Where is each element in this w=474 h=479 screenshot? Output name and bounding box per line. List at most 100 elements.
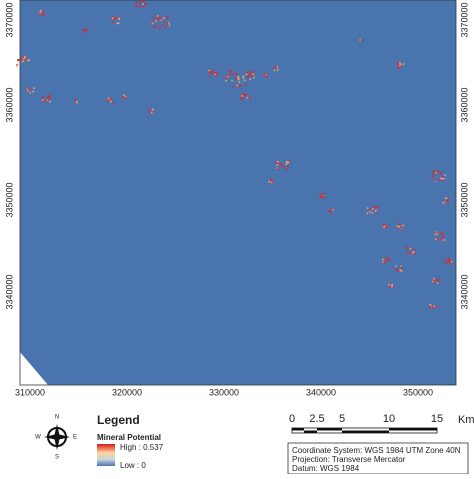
speckle <box>434 306 437 308</box>
speckle <box>208 71 211 73</box>
speckle <box>431 175 434 178</box>
speckle <box>16 64 19 67</box>
speckle <box>409 248 412 250</box>
info-line: Coordinate System: WGS 1984 UTM Zone 40N <box>292 446 461 455</box>
speckle <box>384 225 386 227</box>
speckle <box>139 0 141 3</box>
speckle <box>392 285 394 288</box>
speckle <box>371 208 374 210</box>
speckle <box>142 0 145 3</box>
speckle <box>112 18 115 21</box>
speckle <box>435 238 437 241</box>
legend-high: High : 0.537 <box>120 443 164 452</box>
speckle <box>271 178 273 180</box>
speckle <box>242 77 244 79</box>
speckle <box>243 79 246 82</box>
legend-title: Legend <box>97 413 140 427</box>
speckle <box>108 97 111 100</box>
speckle <box>152 17 155 19</box>
speckle <box>374 206 377 208</box>
speckle <box>264 74 267 76</box>
speckle <box>84 28 87 31</box>
speckle <box>391 285 393 288</box>
speckle <box>111 16 113 19</box>
speckle <box>25 58 28 60</box>
speckle <box>49 100 51 103</box>
speckle <box>320 196 323 198</box>
speckle <box>110 100 112 103</box>
speckle <box>383 260 385 263</box>
speckle <box>436 238 439 240</box>
speckle <box>249 78 252 80</box>
speckle <box>247 76 249 78</box>
speckle <box>247 70 250 73</box>
speckle <box>441 232 444 235</box>
speckle <box>402 224 405 227</box>
speckle <box>227 76 230 78</box>
speckle <box>398 64 400 67</box>
speckle <box>242 75 245 78</box>
speckle <box>234 72 236 75</box>
speckle <box>433 172 435 174</box>
speckle <box>439 172 442 174</box>
speckle <box>434 179 437 181</box>
speckle <box>385 226 387 229</box>
speckle <box>46 99 49 102</box>
legend-ramp <box>97 444 115 466</box>
speckle <box>18 61 21 64</box>
scale-label: 0 <box>289 413 295 425</box>
speckle <box>238 77 240 80</box>
speckle <box>439 239 442 241</box>
speckle <box>159 18 162 20</box>
info-box <box>287 442 469 475</box>
speckle <box>442 201 445 204</box>
nodata-corner <box>20 352 48 385</box>
speckle <box>215 75 218 77</box>
speckle <box>400 64 402 66</box>
speckle <box>47 95 49 98</box>
speckle <box>151 108 154 111</box>
y-label-right: 3340000 <box>459 274 469 309</box>
speckle <box>285 163 288 165</box>
speckle <box>440 177 442 180</box>
speckle <box>287 161 290 164</box>
speckle <box>397 227 399 229</box>
speckle <box>39 11 42 14</box>
speckle <box>401 224 404 227</box>
speckle <box>135 1 138 4</box>
speckle <box>150 111 153 114</box>
speckle <box>28 59 31 62</box>
scale-bar <box>291 427 438 434</box>
speckle <box>371 212 374 214</box>
speckle <box>382 224 385 227</box>
speckle <box>27 59 29 62</box>
speckle <box>436 278 439 280</box>
y-label-right: 3350000 <box>459 182 469 217</box>
speckle <box>275 66 277 69</box>
speckle <box>238 85 240 88</box>
speckle <box>252 71 255 73</box>
speckle <box>48 94 51 97</box>
speckle <box>373 206 376 208</box>
speckle <box>438 179 441 181</box>
speckle <box>366 212 369 215</box>
speckle <box>165 17 168 19</box>
speckle <box>39 9 42 12</box>
speckle <box>28 91 30 93</box>
speckle <box>432 170 435 172</box>
speckle <box>400 226 403 229</box>
speckle <box>252 73 255 75</box>
speckle <box>447 198 450 200</box>
speckle <box>111 21 114 24</box>
speckle <box>107 97 110 100</box>
scale-label: 2.5 <box>309 413 324 425</box>
speckle <box>168 24 171 26</box>
speckle <box>400 270 403 273</box>
legend-low: Low : 0 <box>120 461 146 470</box>
speckle <box>322 193 325 195</box>
speckle <box>323 193 325 195</box>
speckle <box>167 23 169 26</box>
speckle <box>27 88 30 91</box>
speckle <box>246 96 249 99</box>
speckle <box>212 69 215 71</box>
